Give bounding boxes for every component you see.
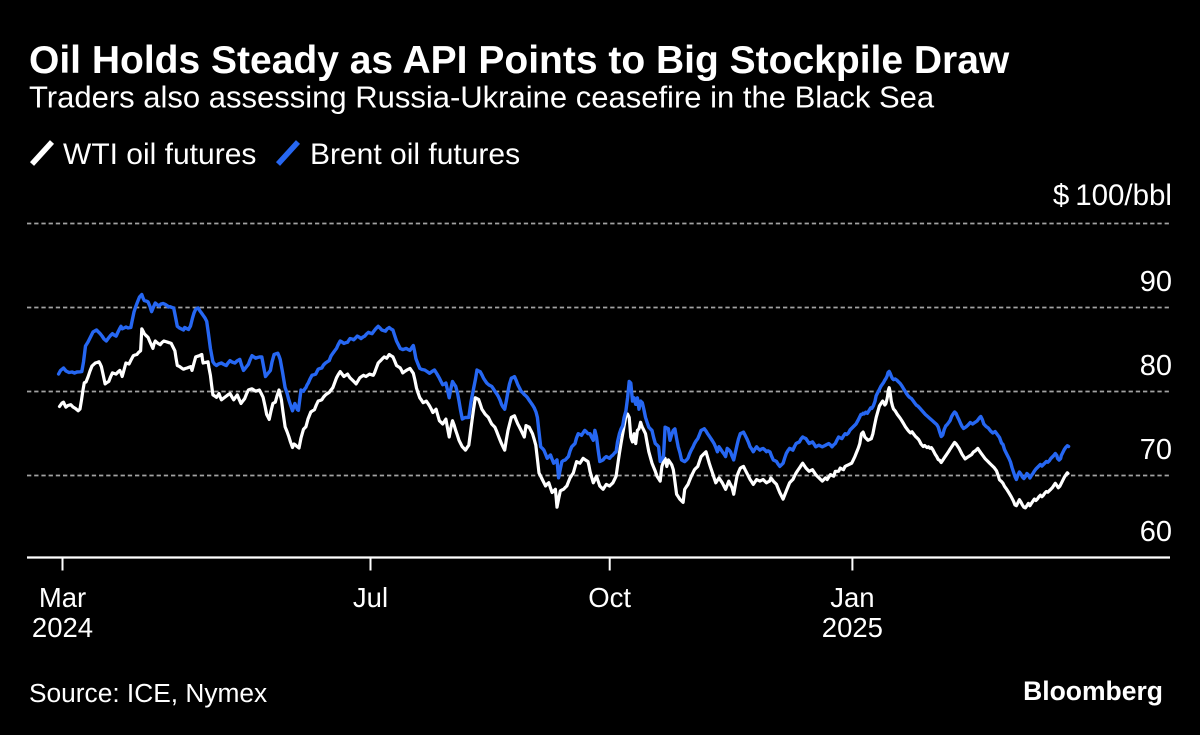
svg-text:Jan: Jan	[830, 582, 874, 613]
svg-text:2025: 2025	[822, 612, 883, 643]
svg-text:Source: ICE, Nymex: Source: ICE, Nymex	[29, 678, 267, 708]
svg-text:WTI oil futures: WTI oil futures	[63, 138, 256, 171]
svg-text:Oct: Oct	[588, 582, 631, 613]
svg-text:90: 90	[1140, 266, 1172, 298]
svg-text:Jul: Jul	[353, 582, 388, 613]
svg-text:$ 100/bbl: $ 100/bbl	[1053, 179, 1172, 212]
svg-text:Bloomberg: Bloomberg	[1023, 676, 1163, 706]
svg-text:Brent oil futures: Brent oil futures	[310, 138, 520, 171]
svg-text:70: 70	[1140, 434, 1172, 466]
svg-text:Mar: Mar	[39, 582, 86, 613]
svg-text:60: 60	[1140, 516, 1172, 548]
svg-text:Oil Holds Steady as API Points: Oil Holds Steady as API Points to Big St…	[29, 39, 1010, 82]
svg-text:2024: 2024	[32, 612, 93, 643]
svg-text:Traders also assessing Russia-: Traders also assessing Russia-Ukraine ce…	[29, 80, 935, 115]
svg-text:80: 80	[1140, 350, 1172, 382]
